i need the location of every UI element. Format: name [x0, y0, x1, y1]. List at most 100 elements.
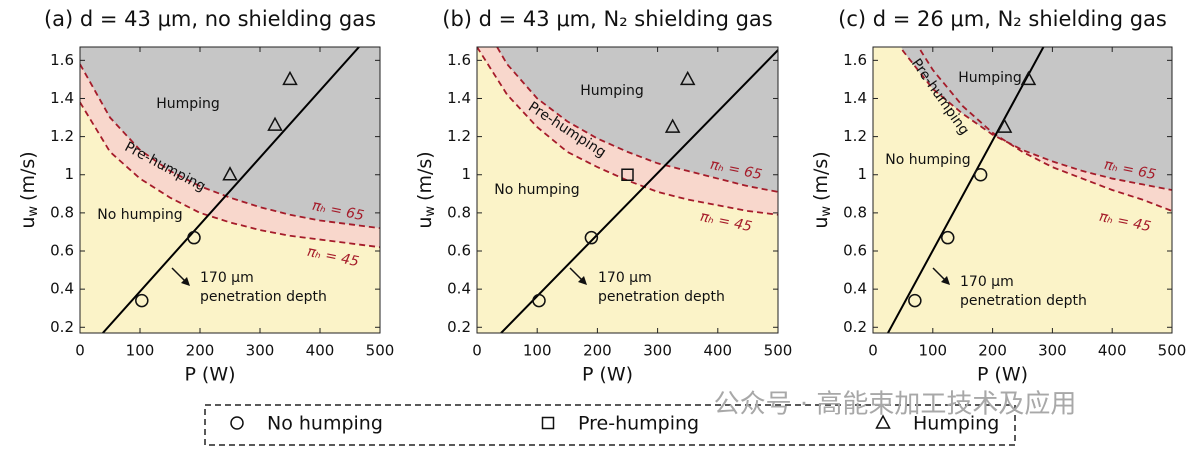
data-point — [222, 166, 238, 181]
plot-area — [873, 47, 1172, 333]
y-tick-label: 0.4 — [50, 280, 74, 298]
y-tick-label: 1.2 — [50, 127, 74, 145]
axes-frame — [476, 46, 779, 334]
y-tick-label: 1.4 — [843, 89, 867, 107]
y-tick-label: 1.6 — [50, 51, 74, 69]
x-tick-label: 400 — [1098, 342, 1127, 360]
fit-line — [500, 48, 778, 333]
annotation-arrowhead — [578, 276, 587, 285]
panel-title: (a) d = 43 μm, no shielding gas — [44, 7, 376, 31]
x-axis-label: P (W) — [582, 364, 633, 386]
y-tick-label: 0.8 — [843, 203, 867, 221]
y-tick-label: 1.2 — [447, 127, 471, 145]
y-axis-label-sub: w — [819, 206, 834, 217]
annotation-text: penetration depth — [960, 293, 1087, 309]
contour-line — [918, 47, 1172, 212]
y-axis-label-unit: (m/s) — [414, 151, 436, 201]
y-tick-label: 1.2 — [843, 127, 867, 145]
fit-line — [102, 47, 360, 333]
annotation-text: penetration depth — [598, 289, 725, 305]
data-point — [621, 168, 634, 181]
axes-frame — [79, 46, 381, 334]
region-humping — [901, 47, 1172, 190]
y-tick-label: 0.2 — [50, 318, 74, 336]
contour-line — [496, 47, 778, 193]
region-label: Humping — [958, 70, 1022, 86]
y-axis-label-main: u — [17, 217, 39, 229]
data-point — [941, 230, 955, 245]
y-axis-label-unit: (m/s) — [810, 151, 832, 201]
x-tick-label: 200 — [186, 342, 215, 360]
data-point — [267, 116, 283, 131]
legend-label: No humping — [267, 413, 383, 435]
data-point — [1020, 70, 1037, 86]
x-tick-label: 300 — [1038, 342, 1067, 360]
y-tick-label: 0.4 — [843, 280, 867, 298]
panel-title: (b) d = 43 μm, N₂ shielding gas — [442, 7, 773, 31]
legend-marker — [541, 416, 555, 430]
annotation-text: 170 μm — [200, 270, 254, 286]
data-point — [908, 293, 922, 308]
y-axis-label-sub: w — [423, 206, 438, 217]
x-axis-label: P (W) — [977, 364, 1028, 386]
y-tick-label: 0.4 — [447, 280, 471, 298]
x-tick-label: 100 — [918, 342, 947, 360]
y-tick-label: 0.6 — [843, 242, 867, 260]
annotation-text: penetration depth — [200, 289, 327, 305]
y-tick-label: 1 — [64, 165, 74, 183]
y-axis-label-unit: (m/s) — [17, 151, 39, 201]
plot-area — [80, 47, 380, 333]
region-label: No humping — [885, 152, 970, 168]
region-label: Humping — [156, 96, 220, 112]
x-tick-label: 400 — [306, 342, 335, 360]
y-tick-label: 0.8 — [50, 203, 74, 221]
data-point — [679, 70, 696, 86]
y-tick-label: 1.4 — [50, 89, 74, 107]
legend-label: Humping — [913, 413, 999, 435]
data-point — [282, 70, 298, 86]
y-tick-label: 1.6 — [843, 51, 867, 69]
contour-line — [477, 47, 778, 216]
x-tick-label: 300 — [643, 342, 672, 360]
region-label: No humping — [97, 207, 182, 223]
y-axis-label-main: u — [414, 217, 436, 229]
data-point — [135, 293, 149, 308]
legend-marker — [875, 414, 891, 429]
annotation-arrowhead — [181, 277, 190, 286]
x-axis-label: P (W) — [184, 364, 235, 386]
x-tick-label: 400 — [703, 342, 732, 360]
y-axis-label: uw (m/s) — [17, 151, 41, 228]
annotation-arrowhead — [941, 276, 950, 285]
plot-area — [477, 47, 778, 333]
y-tick-label: 0.8 — [447, 203, 471, 221]
y-tick-label: 1.4 — [447, 89, 471, 107]
contour-line — [900, 47, 1172, 191]
y-tick-label: 1.6 — [447, 51, 471, 69]
y-tick-label: 0.6 — [50, 242, 74, 260]
y-tick-label: 1 — [857, 165, 867, 183]
annotation-text: 170 μm — [960, 274, 1014, 290]
x-tick-label: 100 — [523, 342, 552, 360]
y-axis-label: uw (m/s) — [810, 151, 834, 228]
x-tick-label: 200 — [978, 342, 1007, 360]
legend-label: Pre-humping — [578, 413, 699, 435]
fit-line — [887, 47, 1045, 333]
legend-marker — [230, 416, 244, 430]
axes-frame — [872, 46, 1173, 334]
y-tick-label: 1 — [461, 165, 471, 183]
contour-line — [80, 101, 380, 249]
y-axis-label: uw (m/s) — [414, 151, 438, 228]
y-tick-label: 0.2 — [447, 318, 471, 336]
legend-box — [204, 404, 1016, 446]
x-tick-label: 0 — [75, 342, 85, 360]
panel-title: (c) d = 26 μm, N₂ shielding gas — [838, 7, 1167, 31]
data-point — [996, 118, 1013, 133]
x-tick-label: 500 — [1158, 342, 1187, 360]
x-tick-label: 0 — [868, 342, 878, 360]
contour-line — [80, 63, 380, 230]
data-point — [664, 118, 681, 133]
x-tick-label: 200 — [583, 342, 612, 360]
region-label: No humping — [494, 182, 579, 198]
data-point — [973, 167, 988, 182]
